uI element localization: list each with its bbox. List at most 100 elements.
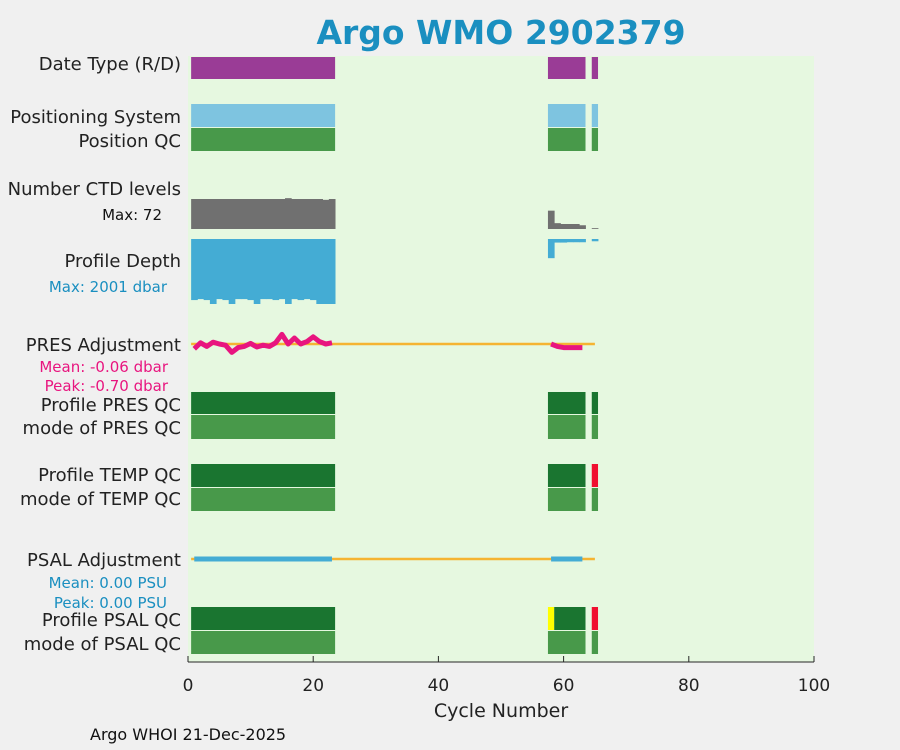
strip-mode-psal-qc-segment — [591, 631, 599, 654]
strip-position-qc-segment — [591, 128, 599, 151]
ctd-levels-bar — [191, 199, 198, 229]
ctd-levels-bar — [222, 199, 230, 229]
label-psal-mean: Mean: 0.00 PSU — [49, 574, 167, 592]
footer-credit: Argo WHOI 21-Dec-2025 — [90, 725, 287, 744]
ctd-levels-bar — [216, 199, 223, 229]
ctd-levels-bar — [310, 199, 317, 229]
x-axis-label: Cycle Number — [434, 700, 568, 722]
strip-position-qc-segment — [547, 128, 586, 151]
profile-depth-bar — [197, 239, 205, 300]
ctd-levels-bar — [591, 228, 599, 229]
label-depth-max: Max: 2001 dbar — [49, 278, 168, 296]
strip-positioning-system-segment — [547, 104, 586, 127]
label-position-qc: Position QC — [78, 131, 181, 152]
label-positioning-system: Positioning System — [10, 107, 181, 128]
x-tick-label: 60 — [553, 676, 575, 696]
ctd-levels-bar — [253, 199, 261, 229]
ctd-levels-bar — [197, 199, 205, 229]
strip-profile-temp-qc-segment — [547, 464, 586, 487]
ctd-levels-bar — [297, 199, 305, 229]
ctd-levels-bar — [234, 199, 242, 229]
strip-date-type-segment — [591, 57, 599, 79]
strip-profile-pres-qc-segment — [547, 392, 586, 414]
profile-depth-bar — [291, 239, 298, 300]
strip-mode-pres-qc-segment — [191, 415, 336, 439]
profile-depth-bar — [554, 239, 561, 243]
profile-depth-bar — [259, 239, 267, 300]
ctd-levels-bar — [228, 199, 236, 229]
strip-profile-temp-qc-segment — [591, 464, 599, 487]
profile-depth-bar — [266, 239, 273, 300]
label-mode-temp-qc: mode of TEMP QC — [20, 489, 181, 510]
strip-mode-temp-qc-segment — [547, 488, 586, 511]
profile-depth-bar — [253, 239, 261, 304]
label-psal-adjustment: PSAL Adjustment — [27, 550, 181, 571]
strip-mode-temp-qc-segment — [191, 488, 336, 511]
x-tick-label: 80 — [678, 676, 700, 696]
label-profile-depth: Profile Depth — [64, 251, 181, 272]
strip-date-type-segment — [191, 57, 336, 79]
profile-depth-bar — [241, 239, 248, 300]
label-ctd-levels: Number CTD levels — [8, 179, 181, 200]
ctd-levels-bar — [328, 199, 336, 229]
profile-depth-bar — [310, 239, 317, 301]
profile-depth-bar — [228, 239, 236, 304]
ctd-levels-bar — [554, 223, 561, 229]
x-tick-label: 100 — [798, 676, 830, 696]
pres-adjustment-series — [192, 331, 333, 355]
ctd-levels-bar — [285, 198, 292, 229]
profile-depth-bar — [572, 239, 580, 243]
profile-depth-bar — [579, 239, 586, 243]
profile-depth-bar — [203, 239, 211, 301]
chart-title: Argo WMO 2902379 — [316, 13, 685, 52]
ctd-levels-bar — [209, 199, 217, 229]
strip-profile-psal-qc-segment — [191, 607, 336, 630]
strip-mode-temp-qc-segment — [591, 488, 599, 511]
strip-positioning-system-segment — [191, 104, 336, 127]
ctd-levels-bar — [266, 199, 273, 229]
ctd-levels-bar — [241, 199, 248, 229]
ctd-levels-bar — [566, 224, 574, 229]
profile-depth-bar — [285, 239, 292, 304]
profile-depth-bar — [591, 239, 599, 242]
profile-depth-bar — [566, 239, 574, 243]
x-tick-label: 0 — [183, 676, 194, 696]
label-mode-psal-qc: mode of PSAL QC — [24, 634, 181, 655]
strip-profile-pres-qc-segment — [191, 392, 336, 414]
strip-profile-psal-qc-segment — [547, 607, 555, 630]
strip-profile-psal-qc-segment — [591, 607, 599, 630]
label-profile-pres-qc: Profile PRES QC — [41, 395, 181, 416]
profile-depth-bar — [560, 239, 568, 243]
strip-mode-psal-qc-segment — [547, 631, 586, 654]
ctd-levels-bar — [316, 199, 323, 229]
profile-depth-bar — [297, 239, 305, 301]
ctd-levels-bar — [322, 199, 330, 229]
strip-profile-temp-qc-segment — [191, 464, 336, 487]
label-profile-psal-qc: Profile PSAL QC — [42, 610, 181, 631]
profile-depth-bar — [322, 239, 330, 304]
label-pres-peak: Peak: -0.70 dbar — [45, 377, 169, 395]
pres-adjustment-series — [550, 341, 583, 351]
profile-depth-bar — [316, 239, 323, 304]
strip-positioning-system-segment — [591, 104, 599, 127]
ctd-levels-bar — [303, 199, 311, 229]
ctd-levels-bar — [247, 199, 255, 229]
profile-depth-bar — [191, 239, 198, 301]
strip-profile-psal-qc-segment — [554, 607, 586, 630]
profile-depth-bar — [278, 239, 286, 300]
profile-depth-bar — [216, 239, 223, 300]
profile-depth-bar — [303, 239, 311, 300]
ctd-levels-bar — [560, 224, 568, 229]
label-mode-pres-qc: mode of PRES QC — [23, 418, 181, 439]
strip-position-qc-segment — [191, 128, 336, 151]
strip-profile-pres-qc-segment — [591, 392, 599, 414]
strip-mode-pres-qc-segment — [547, 415, 586, 439]
ctd-levels-bar — [272, 199, 280, 229]
label-pres-adjustment: PRES Adjustment — [26, 335, 181, 356]
profile-depth-bar — [209, 239, 217, 304]
ctd-levels-bar — [203, 199, 211, 229]
strip-mode-pres-qc-segment — [591, 415, 599, 439]
ctd-levels-bar — [291, 199, 298, 229]
label-pres-mean: Mean: -0.06 dbar — [39, 358, 169, 376]
